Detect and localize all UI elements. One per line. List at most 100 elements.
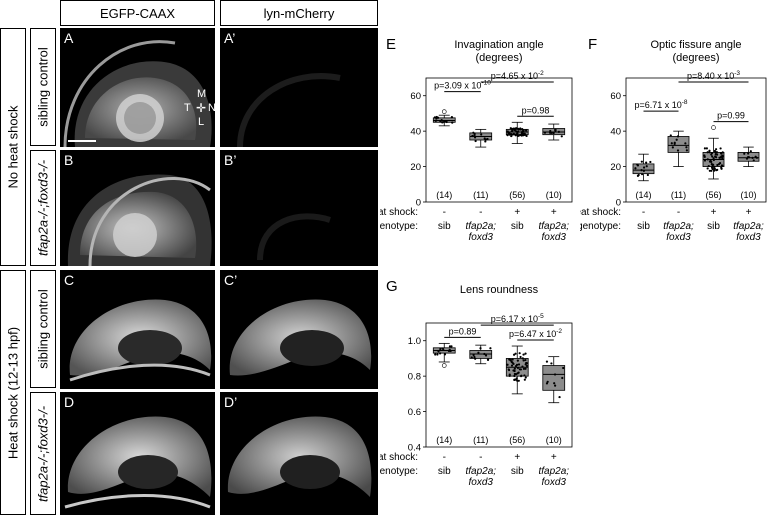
- data-point: [676, 135, 680, 138]
- data-point: [477, 351, 480, 354]
- data-point: [524, 376, 527, 379]
- data-point: [649, 160, 652, 164]
- panel-label-c-prime: C’: [224, 272, 238, 288]
- p-value-label: p=3.09 x 10-10: [434, 80, 491, 91]
- p-value-label: p=0.89: [449, 326, 477, 336]
- data-point: [552, 131, 555, 135]
- data-point: [706, 167, 709, 170]
- panel-label-a: A: [64, 30, 74, 46]
- column-header-egfp: EGFP-CAAX: [60, 0, 215, 26]
- data-point: [549, 129, 552, 133]
- p-value-label: p=4.65 x 10-2: [491, 70, 544, 81]
- n-label: (14): [436, 190, 452, 200]
- data-point: [525, 364, 529, 368]
- chart-title: Optic fissure angle: [650, 39, 741, 51]
- data-point: [450, 345, 453, 348]
- data-point: [486, 137, 489, 141]
- data-point: [434, 353, 437, 356]
- panel-label-b-prime: B’: [224, 152, 237, 168]
- data-point: [479, 347, 482, 350]
- panel-label-a-prime: A’: [224, 30, 236, 46]
- panel-label-b: B: [64, 152, 74, 168]
- row-label-1: sibling control: [30, 28, 56, 146]
- micrograph-b-prime: B’: [220, 150, 378, 266]
- data-point: [525, 134, 528, 138]
- box-3: [542, 365, 566, 391]
- y-tick-label: 0.4: [408, 443, 421, 454]
- heat-shock-value: -: [443, 207, 446, 218]
- data-point: [434, 119, 437, 122]
- data-point: [484, 140, 487, 143]
- data-point: [437, 350, 440, 353]
- data-point: [507, 368, 510, 371]
- column-header-lyn: lyn-mCherry: [220, 0, 378, 26]
- data-point: [517, 371, 520, 374]
- data-point: [520, 134, 523, 137]
- plot-frame: [425, 322, 573, 448]
- data-point: [703, 147, 707, 150]
- data-point: [703, 155, 706, 158]
- panel-label-d: D: [64, 394, 75, 410]
- data-point: [640, 169, 643, 172]
- heat-shock-value: -: [677, 207, 680, 218]
- data-point: [558, 395, 561, 399]
- data-point: [523, 132, 526, 135]
- row-label-3: sibling control: [30, 270, 56, 388]
- data-point: [516, 132, 519, 135]
- heat-shock-row-label: heat shock:: [380, 207, 418, 218]
- data-point: [716, 163, 719, 167]
- data-point: [473, 136, 477, 139]
- group-label-no-heat: No heat shock: [0, 28, 26, 266]
- data-point: [514, 378, 517, 381]
- panel-label-d-prime: D’: [224, 394, 238, 410]
- genotype-label: tfap2a;: [538, 221, 569, 232]
- heat-shock-value: +: [746, 207, 752, 218]
- data-point: [671, 146, 674, 149]
- data-point: [486, 358, 490, 361]
- data-point: [524, 367, 527, 370]
- data-point: [515, 127, 518, 130]
- data-point: [506, 363, 509, 366]
- data-point: [745, 157, 749, 160]
- micrograph-b: B: [60, 150, 215, 266]
- group-label-heat: Heat shock (12-13 hpf): [0, 270, 26, 515]
- data-point: [522, 359, 525, 362]
- genotype-label: sib: [707, 221, 720, 232]
- micrograph-b-image: [67, 174, 212, 266]
- data-point: [713, 167, 716, 170]
- data-point: [448, 345, 452, 348]
- genotype-label: sib: [511, 221, 524, 232]
- outlier-point: [441, 363, 447, 368]
- data-point: [553, 382, 556, 385]
- data-point: [712, 157, 715, 160]
- n-label: (56): [705, 190, 721, 200]
- data-point: [513, 374, 516, 378]
- data-point: [439, 347, 442, 350]
- data-point: [545, 360, 549, 363]
- data-point: [480, 133, 483, 136]
- data-point: [636, 164, 640, 167]
- n-label: (56): [509, 190, 525, 200]
- data-point: [510, 133, 513, 136]
- data-point: [519, 128, 522, 131]
- genotype-label: foxd3: [469, 477, 494, 488]
- data-point: [511, 358, 514, 361]
- data-point: [708, 151, 711, 154]
- row-label-1-text: sibling control: [35, 47, 51, 127]
- p-value-exponent: -5: [538, 313, 544, 320]
- data-point: [516, 134, 519, 137]
- data-point: [521, 131, 524, 134]
- heat-shock-row-label: heat shock:: [580, 207, 621, 218]
- y-tick-label: 20: [410, 162, 421, 173]
- micrograph-d-prime: D’: [220, 392, 378, 515]
- data-point: [515, 363, 519, 366]
- data-point: [512, 127, 515, 130]
- data-point: [433, 116, 437, 119]
- data-point: [715, 169, 718, 172]
- y-tick-label: 60: [410, 91, 421, 102]
- chart-title: Lens roundness: [460, 284, 539, 296]
- data-point: [743, 152, 746, 155]
- data-point: [523, 374, 526, 377]
- group-label-no-heat-text: No heat shock: [5, 105, 21, 189]
- row-label-2: tfap2a-/-;foxd3-/-: [30, 150, 56, 266]
